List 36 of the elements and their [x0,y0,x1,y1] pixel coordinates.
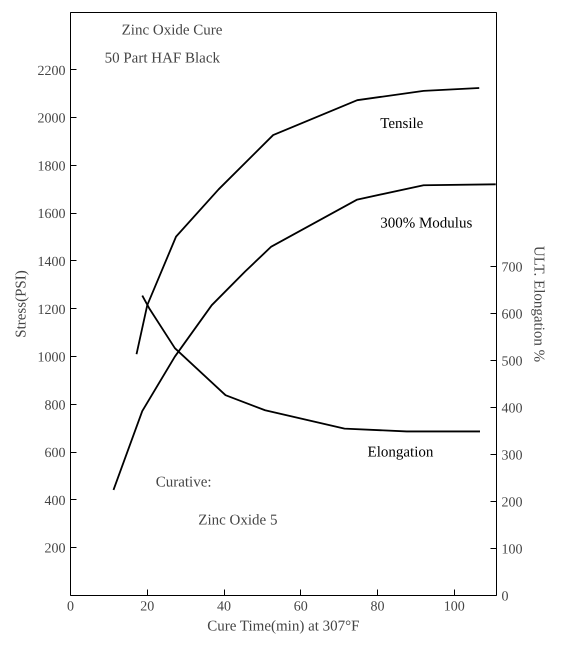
y2-tick-label: 400 [502,401,522,416]
text: Zinc Oxide Cure [122,22,223,38]
y-tick-label: 2200 [38,64,66,79]
x-tick-label: 20 [140,600,154,614]
annotation: Curative: [156,474,212,491]
y2-tick-label: 500 [502,354,522,370]
y-tick-label: 2000 [38,112,66,127]
y-tick-label: 1400 [38,254,66,270]
y2-tick-label: 200 [502,495,522,510]
series-label: 300% Modulus [380,216,472,232]
y-tick-label: 1000 [38,350,66,366]
y2-tick-label: 0 [502,590,508,604]
y-tick-label: 1800 [38,159,66,174]
y2-tick-label: 600 [502,307,522,322]
y2-tick-label: 700 [502,260,522,276]
y2-axis-title: ULT. Elongation % [530,246,546,362]
x-tick-label: 40 [217,600,232,614]
x-axis-title: Cure Time(min) at 307°F [207,618,360,634]
x-tick-label: 60 [294,600,308,614]
y-axis-title: Stress(PSI) [14,270,30,338]
line-series [112,183,496,491]
annotation: Zinc Oxide 5 [198,512,278,528]
y2-tick-label: 100 [502,542,522,558]
x-tick-label: 0 [67,600,74,614]
y-tick-label: 1200 [38,302,66,318]
y-tick-label: 800 [44,398,66,414]
y-tick-label: 400 [44,494,66,509]
y-tick-label: 1600 [38,207,66,222]
x-tick-label: 100 [444,600,465,614]
y-tick-label: 600 [44,446,66,462]
series-label: Tensile [380,116,424,132]
text: 50 Part HAF Black [104,50,220,66]
y2-tick-label: 300 [502,448,522,464]
x-tick-label: 80 [370,600,385,614]
series-label: Elongation [368,444,434,461]
y-tick-label: 200 [44,542,66,557]
